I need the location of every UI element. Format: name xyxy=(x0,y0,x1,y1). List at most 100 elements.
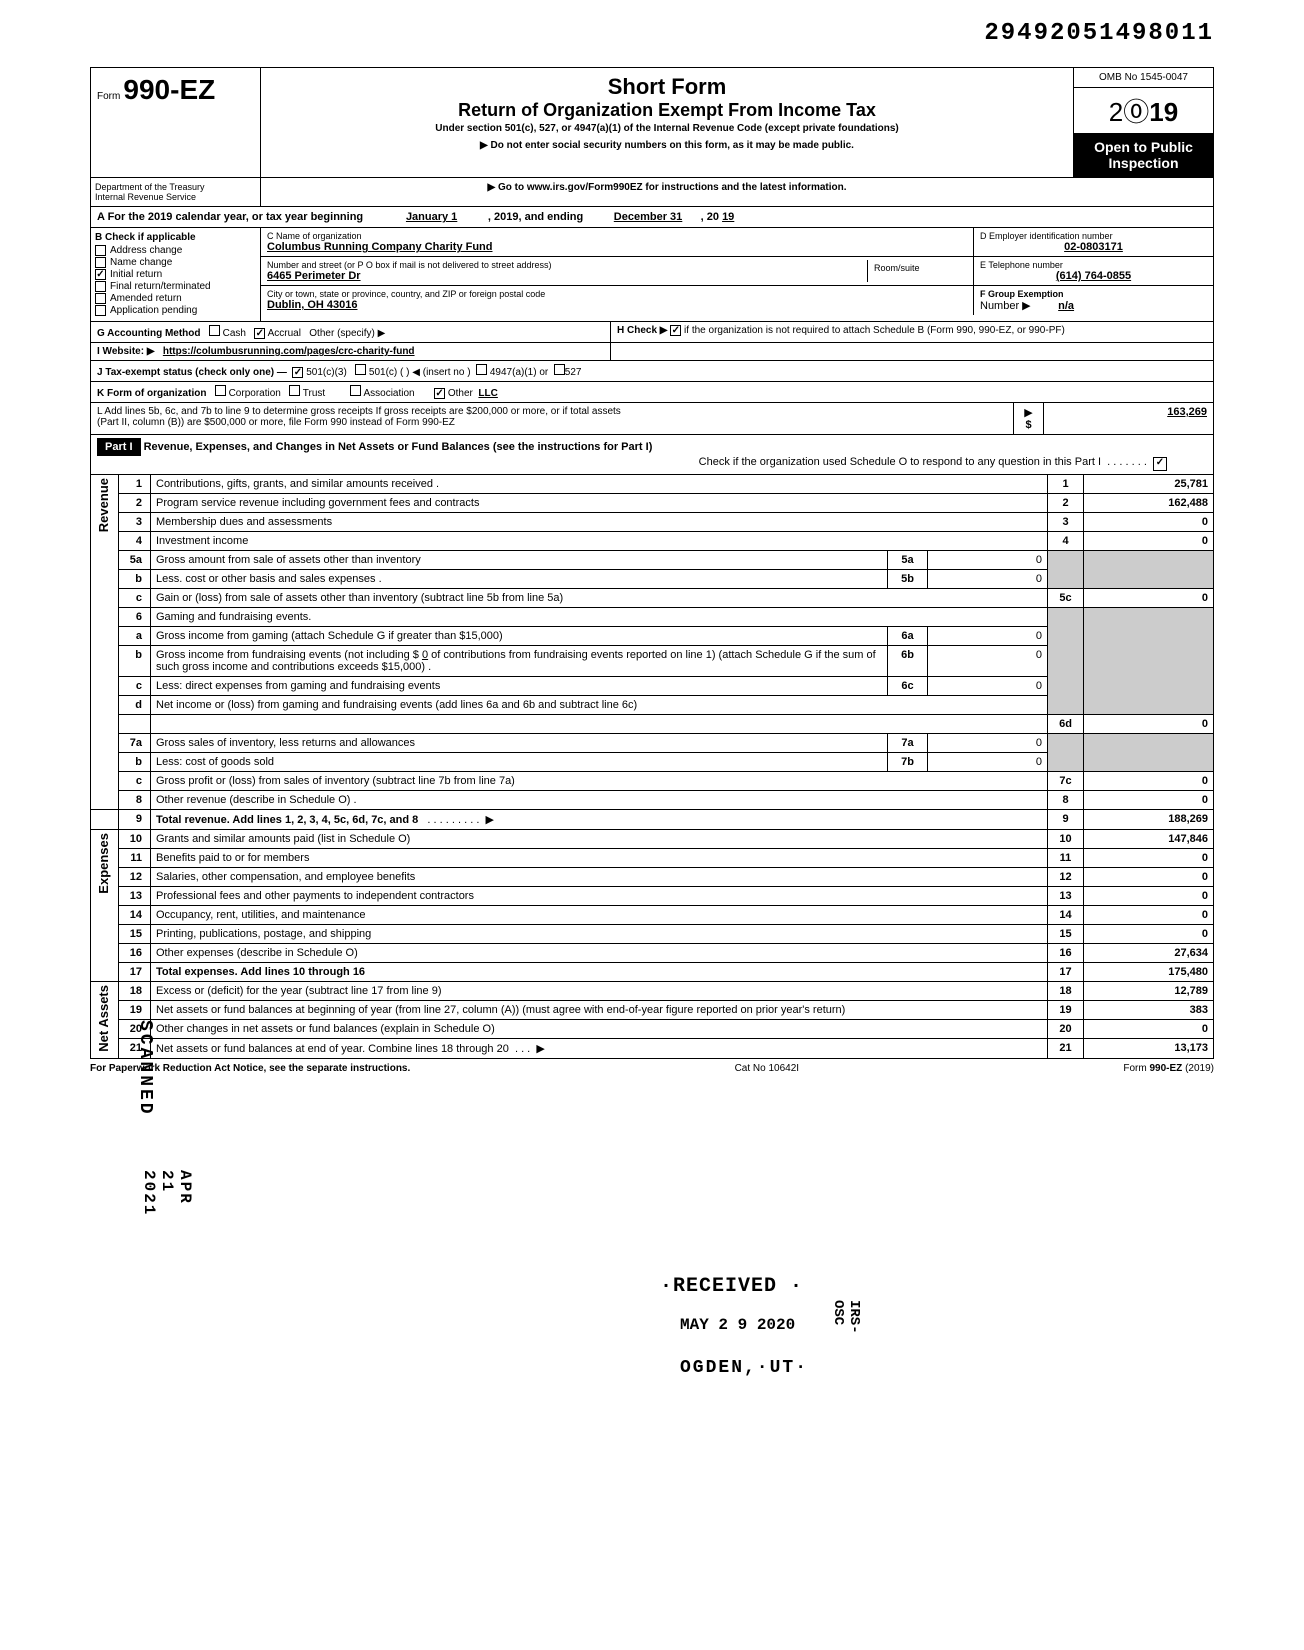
line3-amt: 0 xyxy=(1084,513,1214,532)
lines-table: Revenue 1Contributions, gifts, grants, a… xyxy=(90,475,1214,1059)
k-assoc: Association xyxy=(363,388,414,399)
line9-amt: 188,269 xyxy=(1084,810,1214,830)
line1-amt: 25,781 xyxy=(1084,475,1214,494)
g-cash: Cash xyxy=(223,328,246,339)
street: 6465 Perimeter Dr xyxy=(267,270,867,282)
chk-app-pending: Application pending xyxy=(95,305,256,316)
phone: (614) 764-0855 xyxy=(980,270,1207,282)
line18-desc: Excess or (deficit) for the year (subtra… xyxy=(151,982,1048,1001)
line8-desc: Other revenue (describe in Schedule O) . xyxy=(151,791,1048,810)
line5c-desc: Gain or (loss) from sale of assets other… xyxy=(151,589,1048,608)
line7b-sub: 7b xyxy=(888,753,928,772)
g-accrual: Accrual xyxy=(268,328,301,339)
line11-amt: 0 xyxy=(1084,849,1214,868)
j-501c: 501(c) ( xyxy=(369,367,403,378)
line17-desc: Total expenses. Add lines 10 through 16 xyxy=(156,966,365,978)
website: https://columbusrunning.com/pages/crc-ch… xyxy=(163,346,415,357)
k-other-val: LLC xyxy=(478,388,497,399)
line2-desc: Program service revenue including govern… xyxy=(151,494,1048,513)
line5b-subamt: 0 xyxy=(928,570,1048,589)
part1-title: Revenue, Expenses, and Changes in Net As… xyxy=(144,441,653,453)
org-name: Columbus Running Company Charity Fund xyxy=(267,241,967,253)
line11-desc: Benefits paid to or for members xyxy=(151,849,1048,868)
line21-desc: Net assets or fund balances at end of ye… xyxy=(156,1043,509,1055)
line19-desc: Net assets or fund balances at beginning… xyxy=(151,1001,1048,1020)
line5b-sub: 5b xyxy=(888,570,928,589)
line6a-subamt: 0 xyxy=(928,627,1048,646)
line-j-label: J Tax-exempt status (check only one) — xyxy=(97,367,287,378)
row-g-h: G Accounting Method Cash ✓ Accrual Other… xyxy=(90,322,1214,343)
stamp-apr-date: APR 21 2021 xyxy=(140,1170,194,1216)
line-l: L Add lines 5b, 6c, and 7b to line 9 to … xyxy=(90,403,1214,435)
line10-desc: Grants and similar amounts paid (list in… xyxy=(151,830,1048,849)
line20-amt: 0 xyxy=(1084,1020,1214,1039)
k-trust: Trust xyxy=(303,388,325,399)
open-public: Open to Public Inspection xyxy=(1074,133,1213,177)
line7c-desc: Gross profit or (loss) from sales of inv… xyxy=(151,772,1048,791)
dept-row: Department of the Treasury Internal Reve… xyxy=(90,178,1214,207)
line14-amt: 0 xyxy=(1084,906,1214,925)
line-h-text: H Check ▶ xyxy=(617,325,667,336)
ssn-warning: ▶ Do not enter social security numbers o… xyxy=(271,140,1063,151)
tax-year: 2⓪19 xyxy=(1074,88,1213,133)
line5b-desc: Less. cost or other basis and sales expe… xyxy=(151,570,888,589)
lbl-city: City or town, state or province, country… xyxy=(267,289,967,299)
stamp-date: MAY 2 9 2020 xyxy=(680,1316,795,1334)
chk-address-change: Address change xyxy=(95,245,256,256)
line1-desc: Contributions, gifts, grants, and simila… xyxy=(151,475,1048,494)
sections-cde: C Name of organization Columbus Running … xyxy=(261,228,1213,321)
line-l-val: 163,269 xyxy=(1044,403,1213,434)
lbl-phone: E Telephone number xyxy=(980,260,1207,270)
form-number: 990-EZ xyxy=(123,74,215,105)
short-form-label: Short Form xyxy=(271,74,1063,100)
line19-amt: 383 xyxy=(1084,1001,1214,1020)
line9-desc: Total revenue. Add lines 1, 2, 3, 4, 5c,… xyxy=(156,814,418,826)
line7b-subamt: 0 xyxy=(928,753,1048,772)
goto-line: ▶ Go to www.irs.gov/Form990EZ for instru… xyxy=(261,178,1073,206)
lbl-ein: D Employer identification number xyxy=(980,231,1207,241)
part1-label: Part I xyxy=(97,438,141,456)
line-i-label: I Website: ▶ xyxy=(97,346,155,357)
line16-amt: 27,634 xyxy=(1084,944,1214,963)
line10-amt: 147,846 xyxy=(1084,830,1214,849)
dept-labels: Department of the Treasury Internal Reve… xyxy=(91,178,261,206)
header-right: OMB No 1545-0047 2⓪19 Open to Public Ins… xyxy=(1073,68,1213,177)
line-k: K Form of organization Corporation Trust… xyxy=(90,382,1214,403)
line-g-label: G Accounting Method xyxy=(97,328,201,339)
section-b-header: B Check if applicable xyxy=(95,232,256,243)
stamp-received: ·RECEIVED · xyxy=(660,1275,803,1298)
line6c-sub: 6c xyxy=(888,677,928,696)
j-insert: ) ◀ (insert no ) xyxy=(406,367,470,378)
line-l-text2: (Part II, column (B)) are $500,000 or mo… xyxy=(97,417,1007,428)
chk-amended: Amended return xyxy=(95,293,256,304)
footer: For Paperwork Reduction Act Notice, see … xyxy=(90,1059,1214,1078)
j-527: 527 xyxy=(565,367,582,378)
g-other: Other (specify) ▶ xyxy=(309,328,385,339)
part1-header-row: Part I Revenue, Expenses, and Changes in… xyxy=(90,435,1214,475)
line6d-amt: 0 xyxy=(1084,715,1214,734)
line4-amt: 0 xyxy=(1084,532,1214,551)
line5a-sub: 5a xyxy=(888,551,928,570)
line-l-text1: L Add lines 5b, 6c, and 7b to line 9 to … xyxy=(97,406,1007,417)
dept-treasury: Department of the Treasury xyxy=(95,182,256,192)
form-prefix: Form xyxy=(97,91,120,102)
line21-amt: 13,173 xyxy=(1084,1039,1214,1059)
document-number: 29492051498011 xyxy=(90,20,1214,47)
line5a-desc: Gross amount from sale of assets other t… xyxy=(151,551,888,570)
line6b-subamt: 0 xyxy=(928,646,1048,677)
sections-bcdef: B Check if applicable Address change Nam… xyxy=(90,228,1214,322)
line13-amt: 0 xyxy=(1084,887,1214,906)
line2-amt: 162,488 xyxy=(1084,494,1214,513)
lbl-street: Number and street (or P O box if mail is… xyxy=(267,260,867,270)
line8-amt: 0 xyxy=(1084,791,1214,810)
line-h-after: if the organization is not required to a… xyxy=(684,325,1065,336)
line12-desc: Salaries, other compensation, and employ… xyxy=(151,868,1048,887)
line-k-label: K Form of organization xyxy=(97,388,206,399)
line6a-sub: 6a xyxy=(888,627,928,646)
line18-amt: 12,789 xyxy=(1084,982,1214,1001)
part1-check-line: Check if the organization used Schedule … xyxy=(699,456,1101,468)
return-title: Return of Organization Exempt From Incom… xyxy=(271,100,1063,121)
line7c-amt: 0 xyxy=(1084,772,1214,791)
under-section: Under section 501(c), 527, or 4947(a)(1)… xyxy=(271,123,1063,134)
chk-initial-return: ✓Initial return xyxy=(95,269,256,280)
